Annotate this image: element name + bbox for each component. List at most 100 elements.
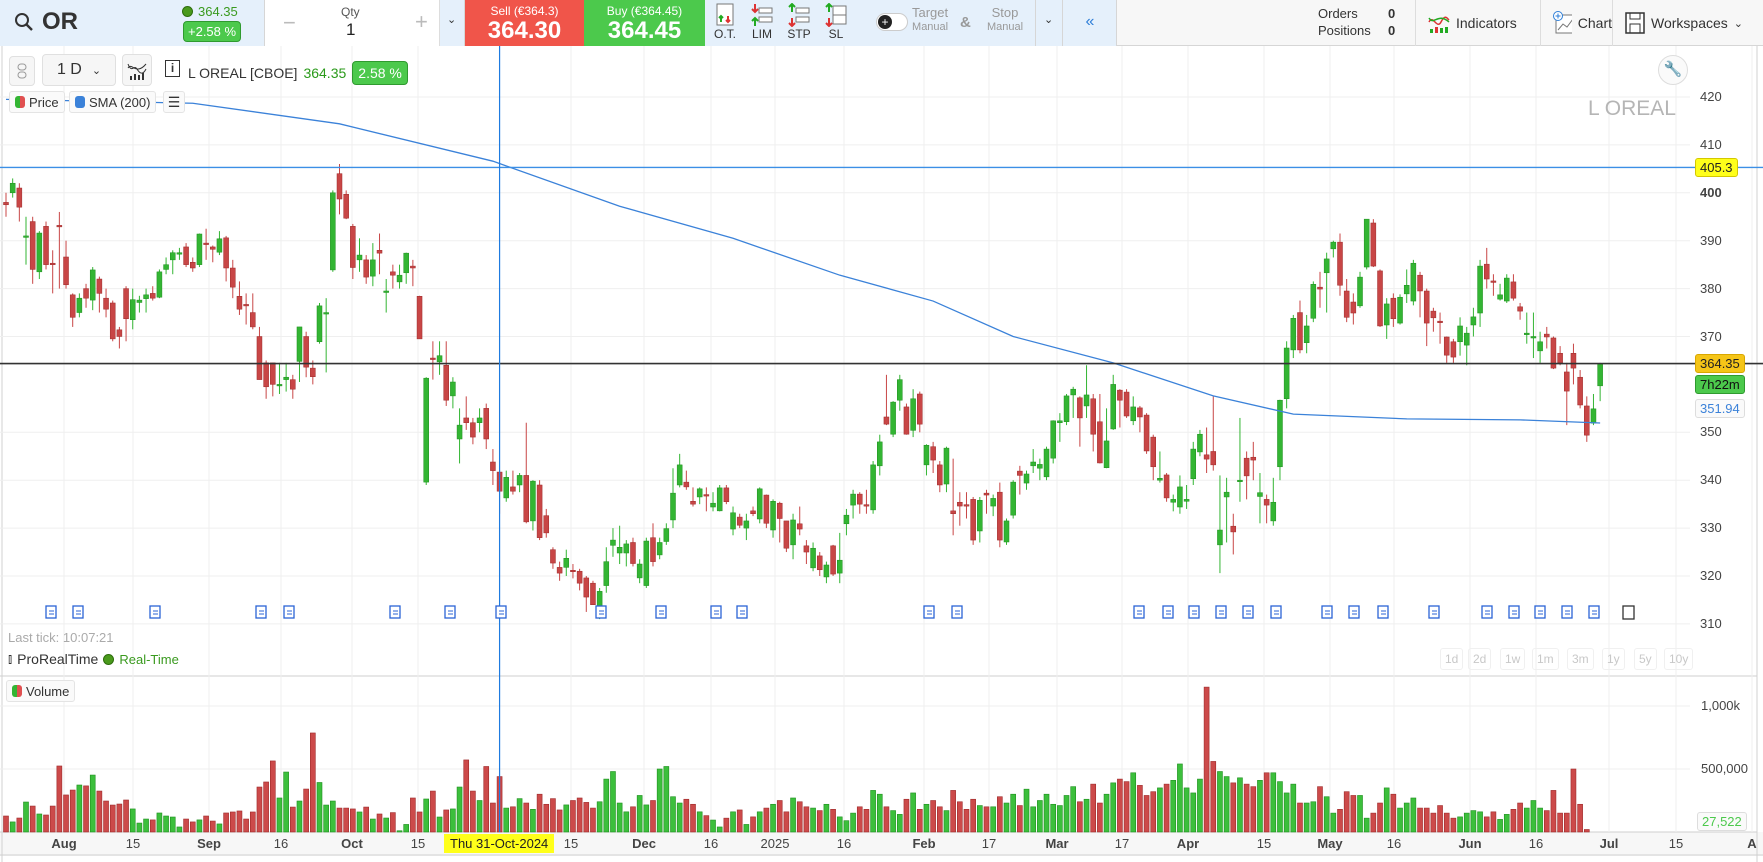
volume-bar bbox=[396, 830, 403, 833]
buy-button[interactable]: Buy (€364.45) 364.45 bbox=[584, 0, 705, 46]
candle bbox=[1577, 376, 1583, 406]
volume-bar bbox=[670, 796, 676, 833]
status-dot-icon bbox=[182, 6, 193, 17]
volume-bar bbox=[1303, 802, 1310, 833]
candle bbox=[1350, 301, 1357, 314]
candle bbox=[109, 302, 116, 340]
target-stop-toggle[interactable]: + bbox=[876, 13, 908, 31]
sell-label: Sell (€364.3) bbox=[490, 4, 559, 18]
volume-bar bbox=[716, 826, 723, 833]
target-setting[interactable]: Target Manual bbox=[912, 6, 948, 34]
symbol-search[interactable]: OR bbox=[14, 8, 78, 36]
candle bbox=[1137, 407, 1143, 418]
candle bbox=[1003, 520, 1010, 543]
price-tick: 390 bbox=[1700, 232, 1722, 248]
volume-bar bbox=[930, 800, 936, 833]
candle bbox=[750, 510, 756, 514]
range-button-2d[interactable]: 2d bbox=[1468, 648, 1492, 670]
candle bbox=[1363, 218, 1370, 268]
candle bbox=[1210, 451, 1217, 466]
qty-increase-button[interactable]: + bbox=[415, 9, 428, 34]
volume-bar bbox=[783, 811, 790, 833]
range-button-1y[interactable]: 1y bbox=[1602, 648, 1625, 670]
candle bbox=[23, 235, 29, 238]
event-document-icon bbox=[1588, 605, 1600, 619]
candle bbox=[170, 252, 176, 261]
legend-volume[interactable]: Volume bbox=[6, 680, 76, 702]
candle bbox=[49, 262, 56, 265]
candle bbox=[1283, 347, 1290, 400]
sma-swatch-icon bbox=[75, 96, 85, 108]
target-stop-dropdown[interactable]: ⌄ bbox=[1035, 0, 1062, 46]
candle bbox=[1483, 263, 1490, 280]
chart-settings-button[interactable]: 🔧 bbox=[1658, 55, 1688, 85]
volume-bar bbox=[790, 797, 796, 833]
candle bbox=[456, 424, 463, 440]
candle bbox=[470, 422, 476, 438]
time-tick: A bbox=[1747, 836, 1757, 851]
qty-input[interactable]: 1 bbox=[346, 20, 356, 39]
volume-bar bbox=[223, 812, 229, 833]
price-tick: 350 bbox=[1700, 424, 1722, 440]
candle bbox=[636, 563, 643, 579]
sell-button[interactable]: Sell (€364.3) 364.30 bbox=[465, 0, 584, 46]
candle bbox=[930, 446, 936, 461]
range-button-1d[interactable]: 1d bbox=[1440, 648, 1464, 670]
range-button-5y[interactable]: 5y bbox=[1634, 648, 1657, 670]
volume-bar bbox=[3, 815, 9, 833]
qty-dropdown[interactable]: ⌄ bbox=[440, 0, 465, 46]
event-document-icon bbox=[1534, 605, 1546, 619]
stop-order-button[interactable]: STP bbox=[781, 3, 817, 41]
volume-bar bbox=[9, 821, 16, 833]
qty-decrease-button[interactable]: − bbox=[283, 10, 296, 35]
candle bbox=[176, 252, 183, 255]
timeframe-select[interactable]: 1 D ⌄ bbox=[42, 54, 116, 86]
stop-loss-button[interactable]: SL bbox=[818, 3, 854, 41]
search-icon bbox=[15, 13, 33, 31]
legend-list-button[interactable]: ☰ bbox=[163, 91, 185, 113]
limit-order-button[interactable]: LIM bbox=[744, 3, 780, 41]
legend-price[interactable]: Price bbox=[9, 91, 65, 113]
candle bbox=[623, 543, 630, 554]
volume-bar bbox=[149, 819, 156, 833]
event-document-icon bbox=[1348, 605, 1360, 619]
volume-bar bbox=[143, 818, 149, 833]
candle bbox=[616, 547, 623, 554]
volume-bar bbox=[196, 819, 203, 833]
candle bbox=[316, 305, 323, 343]
volume-bar bbox=[583, 802, 590, 833]
range-button-3m[interactable]: 3m bbox=[1567, 648, 1594, 670]
candle bbox=[1430, 310, 1437, 319]
volume-bar bbox=[1323, 796, 1330, 833]
order-ticket-button[interactable]: O.T. bbox=[707, 3, 743, 41]
info-icon[interactable]: i bbox=[165, 60, 180, 77]
volume-bar bbox=[410, 797, 416, 833]
workspaces-button[interactable]: Workspaces ⌄ bbox=[1612, 0, 1763, 46]
link-button[interactable] bbox=[9, 56, 35, 86]
volume-bar bbox=[803, 806, 810, 833]
instrument-change-badge: 2.58 % bbox=[352, 61, 408, 85]
candle bbox=[1143, 414, 1150, 452]
buy-price: 364.45 bbox=[607, 17, 682, 44]
stop-order-icon bbox=[788, 3, 810, 27]
orders-positions[interactable]: Orders 0 Positions 0 bbox=[1318, 5, 1395, 39]
candle bbox=[1017, 470, 1023, 476]
legend-sma[interactable]: SMA (200) bbox=[69, 91, 157, 113]
volume-bar bbox=[1123, 781, 1130, 833]
chart-button[interactable]: Chart bbox=[1540, 0, 1612, 46]
indicators-button[interactable]: Indicators bbox=[1415, 0, 1540, 46]
range-button-10y[interactable]: 10y bbox=[1664, 648, 1694, 670]
range-button-1w[interactable]: 1w bbox=[1500, 648, 1526, 670]
chart-style-icon bbox=[127, 63, 147, 80]
save-disk-icon bbox=[1625, 12, 1645, 34]
event-document-icon bbox=[1561, 605, 1573, 619]
stop-setting[interactable]: Stop Manual bbox=[980, 6, 1030, 34]
range-button-1m[interactable]: 1m bbox=[1532, 648, 1559, 670]
chart-type-button[interactable] bbox=[122, 54, 152, 86]
time-tick: 15 bbox=[1668, 836, 1684, 851]
stop-order-label: STP bbox=[787, 27, 811, 41]
collapse-panel-button[interactable]: « bbox=[1062, 0, 1117, 46]
candle bbox=[1170, 499, 1176, 503]
indicators-icon bbox=[1428, 16, 1450, 33]
